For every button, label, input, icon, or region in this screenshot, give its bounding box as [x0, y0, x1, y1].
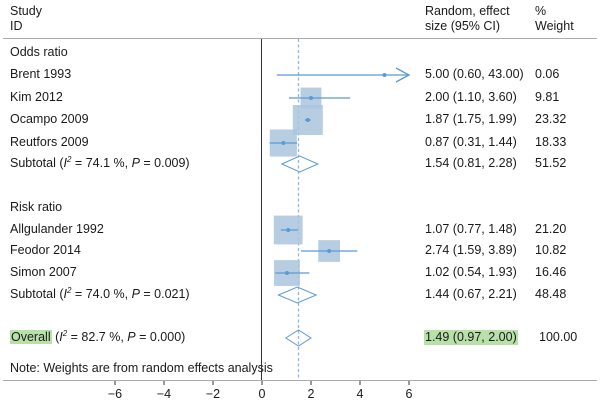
effect-header-line2: size (95% CI): [425, 19, 501, 33]
stat-prefix: (: [51, 330, 60, 344]
study-ci-text: 1.07 (0.77, 1.48): [425, 222, 517, 236]
subtotal-label: Subtotal (I2 = 74.0 %, P = 0.021): [10, 285, 190, 302]
study-weight-text: 21.20: [535, 222, 567, 236]
i2-value: = 74.1 %,: [71, 156, 132, 170]
study-weight-text: 10.82: [535, 243, 567, 257]
i2-symbol: I2: [63, 285, 72, 301]
footnote: Note: Weights are from random effects an…: [10, 361, 273, 375]
group-label: Risk ratio: [10, 200, 63, 214]
x-tick-label: −4: [157, 387, 171, 401]
x-tick-label: −2: [206, 387, 220, 401]
p-symbol: P: [131, 287, 140, 301]
overall-weight-text: 100.00: [539, 330, 578, 344]
p-value: = 0.021): [139, 287, 190, 301]
study-header-line1: Study: [10, 4, 42, 18]
study-weight-text: 16.46: [535, 265, 567, 279]
study-ci-text: 1.87 (1.75, 1.99): [425, 112, 517, 126]
subtotal-weight-text: 51.52: [535, 156, 567, 170]
effect-header-line1: Random, effect: [425, 4, 510, 18]
weight-header: % Weight: [535, 4, 574, 34]
stat-prefix: Subtotal (: [10, 287, 64, 301]
study-ci-text: 0.87 (0.31, 1.44): [425, 135, 517, 149]
effect-size-header: Random, effect size (95% CI): [425, 4, 510, 34]
weight-header-line1: %: [535, 4, 547, 18]
subtotal-diamond: [277, 286, 318, 304]
study-point-estimate: [382, 73, 387, 77]
overall-diamond: [284, 329, 312, 347]
study-name: Reutfors 2009: [10, 135, 89, 149]
x-tick-label: 2: [308, 387, 315, 401]
study-header-line2: ID: [10, 19, 23, 33]
study-weight-text: 9.81: [535, 90, 560, 104]
overall-highlight-label: Overall: [10, 330, 52, 344]
study-name: Ocampo 2009: [10, 112, 89, 126]
study-ci-text: 5.00 (0.60, 43.00): [425, 67, 524, 81]
study-ci-text: 1.02 (0.54, 1.93): [425, 265, 517, 279]
ci-arrow-right: [395, 67, 411, 83]
x-tick-label: 4: [357, 387, 364, 401]
study-weight-text: 18.33: [535, 135, 567, 149]
study-ci-text: 2.00 (1.10, 3.60): [425, 90, 517, 104]
subtotal-ci-text: 1.54 (0.81, 2.28): [425, 156, 517, 170]
overall-ci-text: 1.49 (0.97, 2.00): [424, 330, 518, 345]
study-name: Kim 2012: [10, 90, 63, 104]
study-point-estimate: [305, 118, 310, 122]
study-id-header: Study ID: [10, 4, 42, 34]
p-symbol: P: [127, 330, 136, 344]
study-weight-text: 23.32: [535, 112, 567, 126]
study-point-estimate: [281, 141, 286, 145]
overall-label: Overall (I2 = 82.7 %, P = 0.000): [10, 328, 186, 345]
study-name: Brent 1993: [10, 67, 72, 81]
group-label: Odds ratio: [10, 45, 68, 59]
x-tick-label: 0: [259, 387, 266, 401]
study-point-estimate: [284, 271, 289, 275]
study-point-estimate: [327, 249, 332, 253]
p-symbol: P: [131, 156, 140, 170]
i2-symbol: I2: [59, 328, 68, 344]
i2-superscript: 2: [62, 328, 68, 338]
i2-value: = 82.7 %,: [67, 330, 128, 344]
subtotal-ci-text: 1.44 (0.67, 2.21): [425, 287, 517, 301]
x-tick-label: 6: [406, 387, 413, 401]
study-name: Feodor 2014: [10, 243, 81, 257]
subtotal-weight-text: 48.48: [535, 287, 567, 301]
study-point-estimate: [286, 228, 291, 232]
study-weight-text: 0.06: [535, 67, 560, 81]
study-point-estimate: [309, 96, 313, 100]
i2-symbol: I2: [63, 154, 72, 170]
p-value: = 0.000): [135, 330, 186, 344]
weight-header-line2: Weight: [535, 19, 574, 33]
study-name: Allgulander 1992: [10, 222, 104, 236]
subtotal-label: Subtotal (I2 = 74.1 %, P = 0.009): [10, 154, 190, 171]
study-ci-text: 2.74 (1.59, 3.89): [425, 243, 517, 257]
stat-prefix: Subtotal (: [10, 156, 64, 170]
study-name: Simon 2007: [10, 265, 77, 279]
subtotal-diamond: [280, 155, 320, 173]
p-value: = 0.009): [139, 156, 190, 170]
i2-value: = 74.0 %,: [71, 287, 132, 301]
i2-superscript: 2: [67, 154, 72, 164]
x-tick-label: −6: [108, 387, 122, 401]
i2-superscript: 2: [67, 285, 72, 295]
